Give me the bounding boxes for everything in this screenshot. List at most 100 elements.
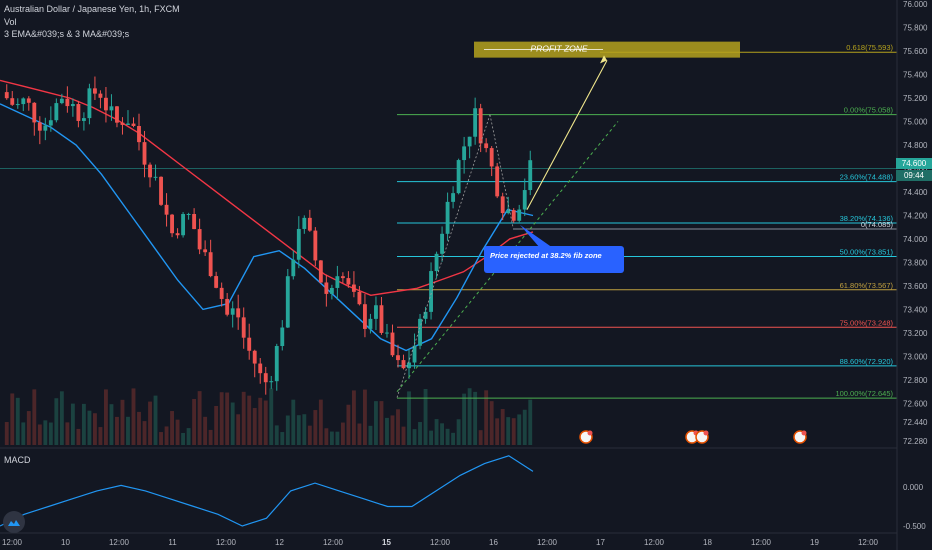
volume-bar (440, 423, 445, 445)
volume-bar (192, 398, 197, 445)
chart-title: Australian Dollar / Japanese Yen, 1h, FX… (4, 4, 180, 14)
volume-bar (357, 423, 362, 445)
price-tick-label: 76.000 (903, 0, 928, 9)
drawings (396, 41, 740, 398)
time-tick-label: 12:00 (858, 538, 879, 547)
volume-bar (65, 422, 70, 445)
volume-bar (396, 409, 400, 445)
candle-body (390, 332, 395, 356)
candle-body (296, 228, 301, 260)
volume-bar (285, 415, 290, 445)
volume-bar (351, 390, 356, 445)
candle-body (434, 253, 439, 272)
callout-box[interactable]: Price rejected at 38.2% fib zone (484, 246, 624, 273)
volume-bar (120, 399, 125, 445)
volume-bar (307, 425, 312, 445)
time-tick-label: 12 (275, 538, 284, 547)
volume-bar (43, 420, 48, 445)
candle-body (70, 104, 75, 107)
candle-body (478, 108, 483, 144)
candle-body (219, 287, 224, 299)
candle-body (252, 350, 257, 364)
volume-bar (318, 399, 323, 445)
volume-bar (104, 389, 108, 445)
volume-bar (522, 409, 527, 445)
price-axis[interactable]: 76.000 75.800 75.600 75.400 75.200 75.000 74.8… (896, 0, 932, 550)
volume-bar (302, 414, 307, 445)
candle-body (351, 284, 356, 292)
candle-body (181, 214, 186, 236)
candle-body (302, 217, 307, 229)
candle-body (379, 305, 384, 333)
candle-body (48, 120, 53, 126)
candle-body (76, 104, 81, 121)
volume-bar (473, 391, 478, 445)
price-tick-label: 75.800 (903, 23, 928, 32)
volume-bar (329, 431, 334, 445)
time-tick-label: 12:00 (2, 538, 23, 547)
price-tick-label: 75.400 (903, 70, 928, 79)
candle-body (59, 98, 64, 104)
price-tick-label: 74.400 (903, 188, 928, 197)
candle-body (175, 233, 180, 236)
volume-bar (385, 417, 389, 445)
candle-body (54, 103, 59, 121)
volume-bar (164, 426, 169, 445)
candle-body (412, 345, 417, 363)
volume-bar (137, 411, 141, 445)
candle-body (484, 143, 489, 149)
candle-body (32, 102, 37, 123)
event-markers[interactable] (579, 430, 807, 444)
volume-bar (236, 414, 241, 445)
candle-body (363, 304, 367, 329)
time-tick-label: 12:00 (216, 538, 237, 547)
volume-bar (467, 388, 472, 445)
fib-level-label: 61.80%(73.567) (840, 281, 894, 290)
volume-bar (54, 398, 59, 445)
candle-body (307, 217, 312, 231)
fib-level-label: 23.60%(74.488) (840, 173, 894, 182)
volume-bar (203, 416, 208, 445)
volume-bar (434, 419, 439, 445)
candle-body (170, 214, 174, 234)
volume-bar (142, 421, 147, 445)
price-tick-label: 75.600 (903, 47, 928, 56)
flag-icon (801, 430, 807, 436)
time-tick-label: 15 (382, 538, 391, 547)
candle-body (506, 210, 511, 214)
candle-body (81, 118, 86, 121)
candle-body (440, 233, 445, 254)
candle-body (495, 166, 500, 197)
target-arrowhead (600, 55, 607, 64)
candle-body (203, 249, 208, 253)
volume-bar (346, 404, 351, 445)
candle-body (192, 214, 197, 230)
price-tick-label: 73.200 (903, 329, 928, 338)
volume-bar (252, 408, 257, 445)
tradingview-logo[interactable] (3, 511, 25, 533)
time-axis[interactable]: 12:00 10 12:00 11 12:00 12 12:00 15 12:00 16 12:00… (2, 538, 879, 547)
fib-trend-line (396, 114, 491, 398)
candle-body (385, 332, 389, 334)
candle-body (318, 260, 323, 283)
candle-body (26, 98, 31, 103)
volume-bar (489, 401, 494, 445)
candle-body (517, 209, 522, 221)
candle-body (467, 136, 472, 147)
volume-bar (230, 402, 235, 445)
time-tick-label: 12:00 (644, 538, 665, 547)
volume-bar (92, 413, 97, 445)
ema-blue-line (0, 103, 534, 352)
candle-body (159, 176, 163, 205)
candle-body (429, 271, 433, 312)
candle-body (126, 123, 130, 125)
candle-body (153, 176, 158, 178)
volume-bar (363, 389, 367, 445)
volume-bar (374, 401, 378, 445)
cloud-icon (8, 520, 20, 526)
candle-body (407, 362, 411, 369)
candle-body (489, 148, 494, 167)
candle-body (462, 146, 467, 161)
candle-body (357, 291, 362, 305)
